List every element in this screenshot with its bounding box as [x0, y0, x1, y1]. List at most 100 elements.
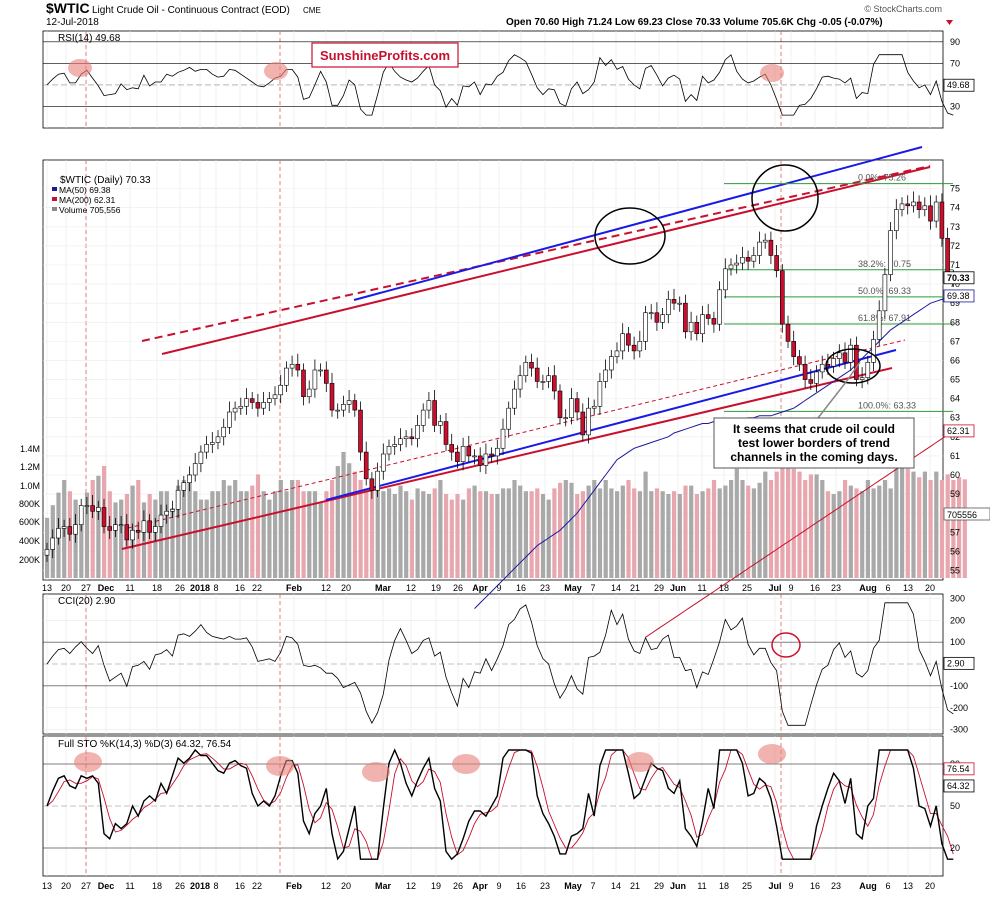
candle-body: [580, 411, 586, 436]
candle-body: [848, 344, 854, 363]
volume-bar: [438, 480, 443, 578]
candle-body: [170, 509, 175, 512]
candle-body: [221, 426, 226, 438]
candle-body: [210, 442, 215, 445]
candle-body: [375, 470, 380, 491]
rsi-highlight: [68, 59, 92, 77]
volume-bar: [387, 488, 392, 578]
x-tick-label: Aug: [859, 881, 877, 891]
candle-body: [386, 446, 392, 455]
candle-body: [335, 409, 341, 412]
candle-body: [711, 318, 717, 325]
candle-body: [107, 526, 112, 531]
x-tick-label: 23: [831, 881, 841, 891]
candle-body: [147, 520, 152, 533]
volume-bar: [774, 471, 779, 578]
exchange-label: CME: [303, 6, 321, 15]
volume-bar: [295, 480, 300, 578]
candle-body: [819, 363, 825, 373]
volume-bar: [694, 494, 699, 578]
candle-body: [455, 451, 460, 462]
symbol-title: $WTIC: [46, 0, 90, 16]
volume-tag: 705556: [947, 510, 977, 520]
candle-body: [84, 505, 90, 507]
price-tick-label: 63: [950, 413, 960, 423]
candle-body: [591, 405, 597, 409]
sto-highlight: [452, 754, 480, 774]
volume-bar: [421, 491, 426, 578]
volume-bar: [626, 480, 631, 578]
price-panel: [42, 159, 944, 581]
candle-body: [791, 341, 797, 357]
candle-body: [779, 270, 785, 325]
candle-body: [284, 367, 289, 386]
cci-tick-label: 100: [950, 637, 965, 647]
x-tick-label: 12: [406, 583, 416, 593]
volume-bar: [404, 491, 409, 578]
volume-bar: [637, 491, 642, 578]
candle-body: [346, 400, 352, 405]
highlight-marks: [68, 59, 881, 782]
volume-bar: [597, 488, 603, 578]
candle-body: [569, 398, 574, 419]
volume-bar: [575, 494, 580, 578]
candle-body: [871, 339, 876, 363]
volume-bar: [917, 477, 922, 578]
sunshineprofits-logo: SunshineProfits.com: [311, 42, 459, 68]
volume-bar: [324, 491, 329, 578]
price-tick-label: 64: [950, 394, 960, 404]
candle-body: [620, 333, 626, 352]
candle-body: [301, 369, 306, 398]
cci-tick-label: -200: [950, 703, 968, 713]
x-tick-label: 16: [810, 881, 820, 891]
volume-bar: [877, 485, 882, 578]
price-tag-box: [943, 271, 975, 285]
candle-body: [893, 209, 899, 231]
volume-bar: [79, 510, 84, 578]
candle-body: [238, 405, 244, 409]
candle-body: [574, 398, 580, 413]
x-tick-label: 20: [61, 583, 71, 593]
volume-bar: [786, 463, 791, 578]
candle-body: [204, 444, 209, 453]
volume-bar: [273, 491, 278, 578]
axes-labels: 13 20 27 Dec 11 18 26 2018 8 16 22 Feb 12 20 Mar 12 19 26…: [19, 37, 990, 891]
candle-body: [392, 444, 398, 447]
candle-body: [426, 400, 432, 411]
candle-body: [916, 201, 922, 210]
volume-tag-box: [943, 507, 990, 521]
x-tick-label: 12: [321, 583, 331, 593]
price-tick-label: 61: [950, 451, 960, 461]
volume-bar: [341, 452, 346, 578]
price-tick-label: 68: [950, 317, 960, 327]
candle-body: [472, 455, 477, 458]
candle-body: [797, 356, 802, 365]
volume-bar: [478, 491, 483, 578]
volume-bar: [900, 454, 905, 578]
candle-body: [534, 367, 540, 382]
price-tick-label: 69: [950, 298, 960, 308]
x-tick-label: 19: [431, 881, 441, 891]
volume-bar: [358, 480, 363, 578]
candle-body: [722, 268, 728, 291]
candle-body: [557, 390, 563, 419]
x-tick-label: 23: [540, 583, 550, 593]
rsi-panel: [42, 30, 944, 129]
volume-bar: [392, 494, 397, 578]
volume-bar: [763, 471, 768, 578]
price-tick-label: 72: [950, 241, 960, 251]
volume-bar: [706, 488, 711, 578]
cci-tag: 2.90: [947, 658, 965, 668]
volume-bar: [643, 471, 648, 578]
candle-body: [341, 404, 346, 411]
price-legend-ma50: MA(50) 69.38: [59, 185, 111, 195]
x-tick-label: 21: [630, 583, 640, 593]
candle-body: [192, 463, 198, 476]
volume-bar: [939, 480, 945, 578]
x-tick-label: 27: [81, 881, 91, 891]
volume-bar: [227, 485, 232, 578]
volume-bar: [398, 485, 403, 578]
volume-tick-label: 1.2M: [20, 462, 40, 472]
volume-bar: [284, 491, 289, 578]
candle-body: [289, 363, 295, 369]
